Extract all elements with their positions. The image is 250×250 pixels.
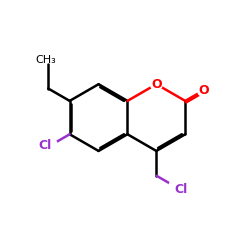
Text: Cl: Cl [175,183,188,196]
Text: Cl: Cl [38,139,51,152]
Circle shape [39,137,58,156]
Circle shape [198,84,209,96]
Circle shape [168,179,187,198]
Circle shape [150,78,162,90]
Text: O: O [151,78,162,91]
Text: O: O [198,84,209,97]
Text: CH₃: CH₃ [36,55,56,65]
